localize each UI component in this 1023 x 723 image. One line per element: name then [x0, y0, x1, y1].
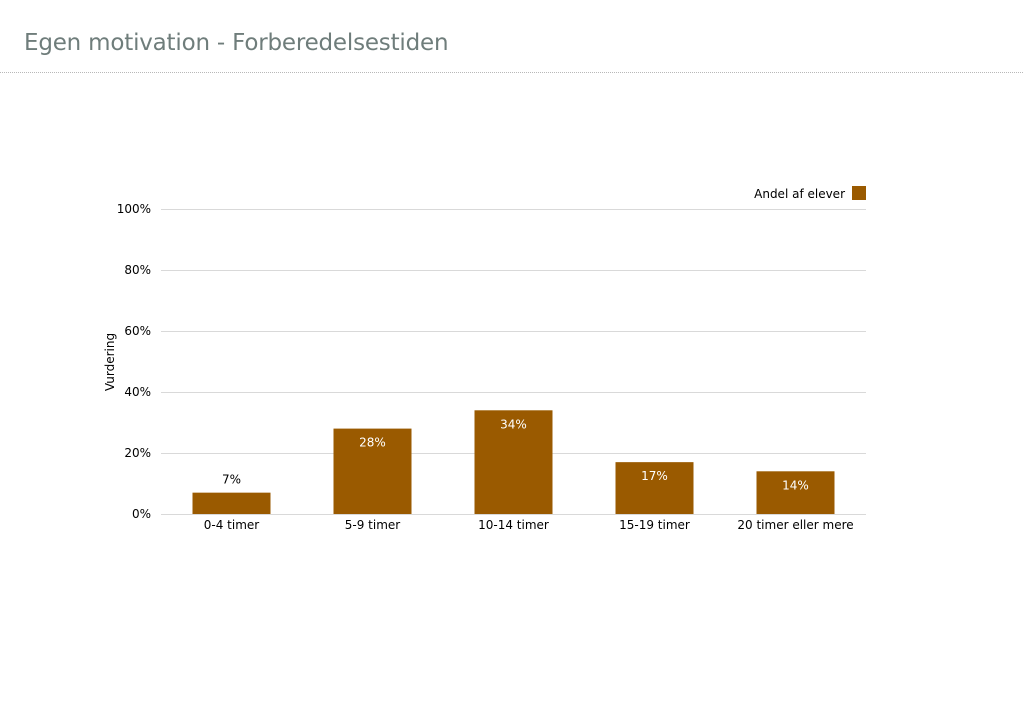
legend-swatch	[852, 186, 866, 200]
x-tick-label: 0-4 timer	[204, 518, 260, 532]
bar	[474, 410, 553, 514]
gridlines	[161, 209, 866, 515]
title-divider	[0, 72, 1023, 73]
y-tick-label: 100%	[117, 202, 151, 216]
y-tick-label: 60%	[124, 324, 151, 338]
bar-value-label: 7%	[222, 473, 241, 487]
y-axis-ticks: 0% 20% 40% 60% 80% 100%	[117, 202, 151, 521]
bars: 7% 28% 34% 17% 14%	[192, 410, 835, 514]
y-axis-label: Vurdering	[103, 333, 117, 391]
x-tick-label: 10-14 timer	[478, 518, 549, 532]
bar-value-label: 17%	[641, 469, 668, 483]
legend: Andel af elever	[754, 186, 866, 201]
bar-value-label: 34%	[500, 417, 527, 431]
x-axis-ticks: 0-4 timer 5-9 timer 10-14 timer 15-19 timer…	[204, 518, 854, 532]
x-tick-label: 15-19 timer	[619, 518, 690, 532]
bar-value-label: 14%	[782, 478, 809, 492]
bar	[333, 428, 412, 514]
y-tick-label: 20%	[124, 446, 151, 460]
bar-value-label: 28%	[359, 436, 386, 450]
bar	[192, 492, 271, 514]
y-tick-label: 80%	[124, 263, 151, 277]
bar	[756, 471, 835, 514]
x-tick-label: 20 timer eller mere	[737, 518, 853, 532]
y-tick-label: 40%	[124, 385, 151, 399]
x-tick-label: 5-9 timer	[345, 518, 401, 532]
page-title: Egen motivation - Forberedelsestiden	[24, 30, 449, 56]
y-tick-label: 0%	[132, 507, 151, 521]
bar	[615, 462, 694, 514]
legend-label: Andel af elever	[754, 187, 845, 201]
